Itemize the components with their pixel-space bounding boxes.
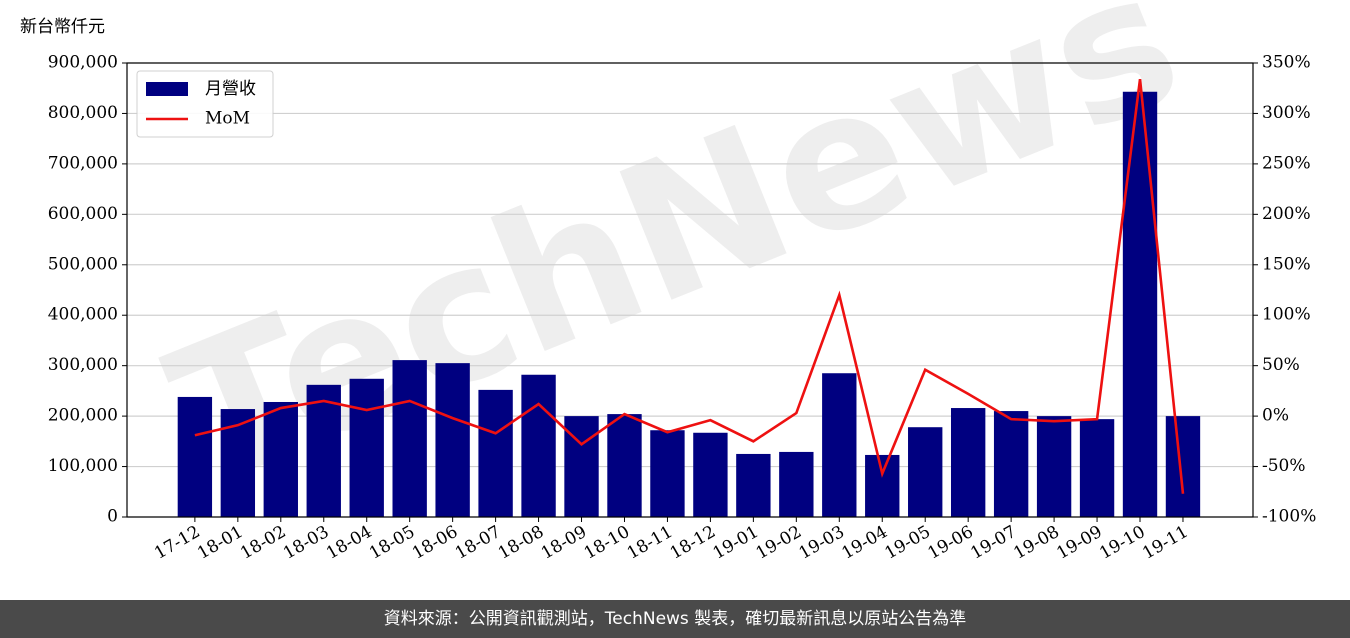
source-note: 資料來源：公開資訊觀測站，TechNews 製表，確切最新訊息以原站公告為準 [384, 609, 966, 629]
bar [349, 378, 384, 517]
y2-tick-label: -50% [1262, 456, 1306, 476]
legend-swatch [146, 82, 188, 96]
bar [779, 451, 814, 517]
bar [478, 389, 513, 517]
x-tick-label: 18-06 [409, 522, 461, 564]
bar [521, 374, 556, 517]
y-tick-label: 0 [107, 507, 118, 527]
bar [607, 414, 642, 517]
bar [392, 360, 427, 517]
y-tick-label: 200,000 [48, 406, 118, 426]
x-tick-label: 18-12 [667, 522, 719, 564]
y-tick-label: 400,000 [48, 305, 118, 325]
y2-tick-label: 150% [1262, 254, 1311, 274]
y2-tick-label: 100% [1262, 305, 1311, 325]
bar [263, 401, 298, 517]
bar [993, 411, 1029, 517]
x-tick-label: 19-04 [839, 522, 891, 564]
bar [908, 427, 943, 517]
x-tick-label: 19-09 [1053, 522, 1105, 564]
bar [177, 396, 213, 517]
y-tick-label: 300,000 [48, 355, 118, 375]
x-tick-label: 19-06 [924, 522, 976, 564]
bar [822, 373, 857, 517]
y-tick-label: 600,000 [48, 204, 118, 224]
line [194, 78, 1185, 494]
x-tick-label: 19-02 [753, 522, 805, 564]
x-tick-label: 18-04 [323, 522, 375, 564]
x-tick-label: 18-10 [581, 522, 633, 564]
x-tick-label: 19-07 [967, 522, 1019, 564]
y-axis-label: 新台幣仟元 [20, 17, 105, 37]
y2-tick-label: 200% [1262, 204, 1311, 224]
bar [736, 453, 771, 517]
legend-label: 月營收 [205, 79, 256, 99]
x-tick-label: 18-11 [624, 522, 676, 564]
footer-bar [0, 600, 1350, 638]
x-tick-label: 18-02 [237, 522, 289, 564]
bar [1122, 91, 1158, 518]
y2-tick-label: 0% [1262, 406, 1289, 426]
bar [650, 430, 685, 517]
y-tick-label: 900,000 [48, 53, 118, 73]
bar [306, 384, 341, 517]
y2-tick-label: -100% [1262, 507, 1316, 527]
bar [950, 408, 986, 517]
y-tick-label: 500,000 [48, 254, 118, 274]
bar [1036, 416, 1072, 517]
x-tick-label: 18-03 [280, 522, 332, 564]
x-tick-label: 19-10 [1096, 522, 1148, 564]
plot-frame [126, 62, 1254, 518]
y-tick-label: 800,000 [48, 103, 118, 123]
x-tick-label: 18-05 [366, 522, 418, 564]
bar [1165, 416, 1201, 517]
x-tick-label: 19-08 [1010, 522, 1062, 564]
x-tick-label: 19-01 [710, 522, 762, 564]
y-tick-label: 100,000 [48, 456, 118, 476]
x-tick-label: 19-11 [1139, 522, 1191, 564]
bar [435, 363, 470, 517]
x-tick-label: 17-12 [151, 522, 203, 564]
bar [693, 432, 728, 517]
x-tick-label: 19-03 [796, 522, 848, 564]
x-tick-label: 18-09 [538, 522, 590, 564]
y2-tick-label: 50% [1262, 355, 1300, 375]
x-tick-label: 18-01 [194, 522, 246, 564]
legend-label: MoM [205, 109, 250, 129]
bar [564, 416, 599, 517]
x-tick-label: 19-05 [882, 522, 934, 564]
y2-tick-label: 300% [1262, 103, 1311, 123]
y2-tick-label: 350% [1262, 53, 1311, 73]
y2-tick-label: 250% [1262, 153, 1311, 173]
bar [865, 454, 900, 517]
x-tick-label: 18-08 [495, 522, 547, 564]
bar [1079, 419, 1115, 517]
x-tick-label: 18-07 [452, 522, 504, 564]
y-tick-label: 700,000 [48, 153, 118, 173]
